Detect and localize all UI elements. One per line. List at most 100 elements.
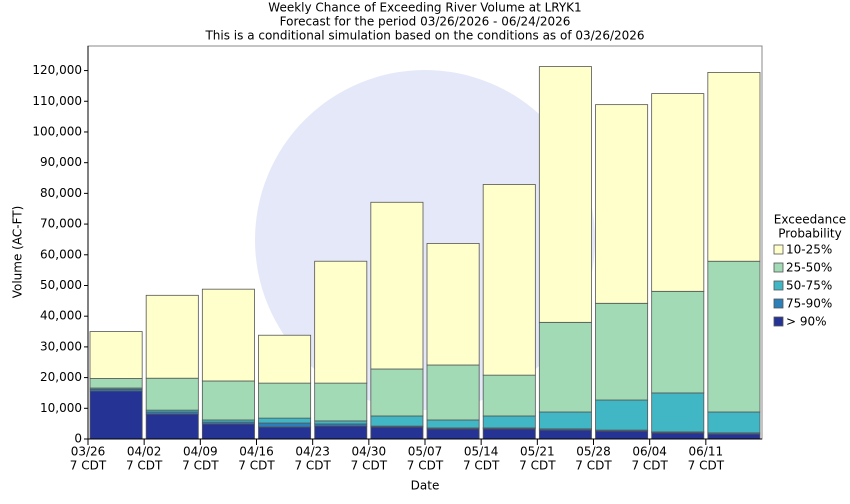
x-tick-sublabel: 7 CDT <box>407 459 444 473</box>
x-tick-sublabel: 7 CDT <box>351 459 388 473</box>
bar-segment <box>482 184 536 376</box>
bar-segment <box>89 390 143 440</box>
chart-title: Weekly Chance of Exceeding River Volume … <box>268 1 581 15</box>
bar-segment <box>595 302 649 401</box>
x-tick-sublabel: 7 CDT <box>294 459 331 473</box>
y-tick-label: 50,000 <box>40 278 82 292</box>
x-tick-label: 05/21 <box>520 445 555 459</box>
bar-segment <box>89 378 143 389</box>
bar-segment <box>482 415 536 429</box>
x-axis-label: Date <box>411 479 440 493</box>
bar-segment <box>370 415 424 427</box>
x-tick-label: 06/11 <box>689 445 724 459</box>
bar-segment <box>538 411 592 430</box>
x-tick-sublabel: 7 CDT <box>182 459 219 473</box>
y-tick-label: 40,000 <box>40 309 82 323</box>
x-tick-label: 04/23 <box>295 445 330 459</box>
y-tick-label: 100,000 <box>32 124 82 138</box>
y-tick-label: 0 <box>74 432 82 446</box>
chart-subtitle: This is a conditional simulation based o… <box>204 29 644 43</box>
bar-segment <box>145 294 199 379</box>
x-tick-label: 05/14 <box>464 445 499 459</box>
y-tick-label: 80,000 <box>40 186 82 200</box>
x-tick-sublabel: 7 CDT <box>238 459 275 473</box>
y-axis-label: Volume (AC-FT) <box>11 206 25 299</box>
y-tick-label: 20,000 <box>40 370 82 384</box>
y-tick-label: 120,000 <box>32 63 82 77</box>
legend-swatch <box>773 316 784 327</box>
bar-segment <box>314 382 368 422</box>
y-tick-label: 90,000 <box>40 155 82 169</box>
y-tick-label: 110,000 <box>32 94 82 108</box>
x-tick-sublabel: 7 CDT <box>519 459 556 473</box>
bar-segment <box>426 364 480 421</box>
legend-title: Exceedance <box>774 213 846 227</box>
chart-subtitle: Forecast for the period 03/26/2026 - 06/… <box>280 15 571 29</box>
bar-segment <box>201 423 255 440</box>
bar-segment <box>314 260 368 384</box>
x-tick-sublabel: 7 CDT <box>631 459 668 473</box>
x-tick-label: 04/09 <box>183 445 218 459</box>
x-tick-sublabel: 7 CDT <box>70 459 107 473</box>
legend-swatch <box>773 280 784 291</box>
bar-segment <box>538 66 592 323</box>
bar-segment <box>595 399 649 431</box>
x-tick-sublabel: 7 CDT <box>688 459 725 473</box>
bar-segment <box>595 430 649 440</box>
bar-segment <box>145 377 199 411</box>
bar-segment <box>370 426 424 440</box>
bar-segment <box>595 104 649 304</box>
x-tick-label: 03/26 <box>71 445 106 459</box>
legend-label: 25-50% <box>786 261 832 275</box>
bar-segment <box>201 380 255 421</box>
bar-segment <box>651 93 705 292</box>
bar-segment <box>370 368 424 417</box>
bar-segment <box>651 432 705 440</box>
bar-segment <box>651 290 705 394</box>
y-tick-label: 30,000 <box>40 339 82 353</box>
x-tick-sublabel: 7 CDT <box>575 459 612 473</box>
bar-segment <box>707 72 761 262</box>
bar-segment <box>314 425 368 440</box>
bar-segment <box>258 422 312 428</box>
legend-title: Probability <box>778 227 841 241</box>
bar-segment <box>707 411 761 434</box>
bar-segment <box>538 321 592 413</box>
bar-segment <box>707 433 761 440</box>
y-tick-label: 60,000 <box>40 247 82 261</box>
bar-segment <box>258 334 312 384</box>
legend-label: 50-75% <box>786 279 832 293</box>
bar-segment <box>314 420 368 425</box>
bar-segment <box>201 288 255 382</box>
bar-segment <box>258 417 312 424</box>
y-tick-label: 70,000 <box>40 217 82 231</box>
bar-segment <box>651 392 705 433</box>
bar-segment <box>258 382 312 419</box>
bar-segment <box>89 331 143 379</box>
bar-segment <box>145 413 199 440</box>
bar-segment <box>370 201 424 370</box>
x-tick-label: 05/28 <box>576 445 611 459</box>
bar-segment <box>707 260 761 413</box>
legend-label: 75-90% <box>786 297 832 311</box>
bar-segment <box>426 428 480 440</box>
legend-label: 10-25% <box>786 243 832 257</box>
bar-segment <box>426 243 480 366</box>
x-tick-label: 05/07 <box>408 445 443 459</box>
legend-label: > 90% <box>786 315 827 329</box>
x-tick-sublabel: 7 CDT <box>126 459 163 473</box>
bar-segment <box>482 428 536 440</box>
legend-swatch <box>773 298 784 309</box>
x-tick-label: 06/04 <box>632 445 667 459</box>
x-tick-label: 04/02 <box>127 445 162 459</box>
legend-swatch <box>773 244 784 255</box>
bar-segment <box>482 374 536 417</box>
x-tick-label: 04/16 <box>239 445 274 459</box>
y-tick-label: 10,000 <box>40 401 82 415</box>
legend-swatch <box>773 262 784 273</box>
x-tick-sublabel: 7 CDT <box>463 459 500 473</box>
bar-segment <box>426 419 480 429</box>
bar-segment <box>258 426 312 440</box>
bar-segment <box>538 429 592 440</box>
